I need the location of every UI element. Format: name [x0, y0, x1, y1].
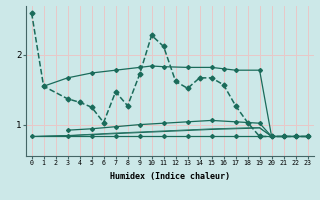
- X-axis label: Humidex (Indice chaleur): Humidex (Indice chaleur): [109, 172, 230, 181]
